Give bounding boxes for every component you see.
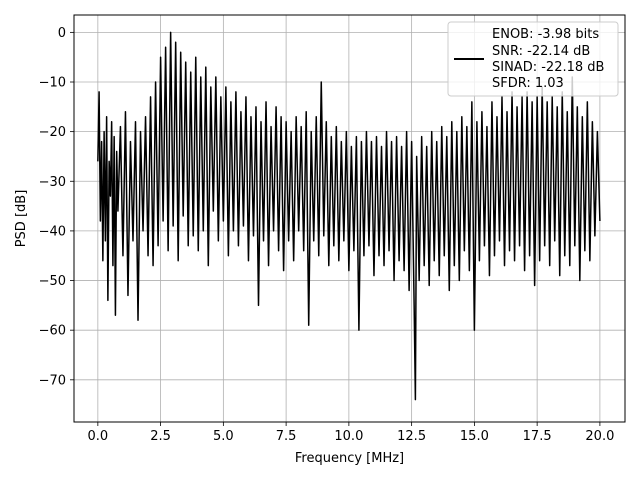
series-layer — [97, 31, 601, 401]
y-tick-label: −50 — [39, 274, 66, 289]
x-axis-label: Frequency [MHz] — [295, 451, 404, 466]
legend-enob: ENOB: -3.98 bits — [492, 27, 599, 42]
x-axis-ticks: 0.0 2.5 5.0 7.5 10.0 12.5 15.0 17.5 20.0 — [88, 422, 614, 444]
x-tick-label: 12.5 — [397, 429, 426, 444]
psd-series-line — [97, 31, 601, 401]
x-tick-label: 5.0 — [213, 429, 234, 444]
x-tick-label: 2.5 — [150, 429, 171, 444]
y-tick-label: −10 — [39, 76, 66, 91]
x-tick-label: 7.5 — [276, 429, 297, 444]
legend-sinad: SINAD: -22.18 dB — [492, 60, 604, 75]
y-axis-ticks: 0 −10 −20 −30 −40 −50 −60 −70 — [39, 26, 74, 388]
y-axis-label: PSD [dB] — [14, 190, 29, 248]
x-tick-label: 10.0 — [334, 429, 363, 444]
legend-box — [447, 21, 619, 97]
x-tick-label: 0.0 — [88, 429, 109, 444]
x-tick-label: 17.5 — [523, 429, 552, 444]
x-tick-label: 20.0 — [585, 429, 614, 444]
legend-snr: SNR: -22.14 dB — [492, 44, 590, 59]
legend: ENOB: -3.98 bits SNR: -22.14 dB SINAD: -… — [447, 21, 619, 97]
plot-frame — [73, 14, 626, 423]
y-tick-label: −40 — [39, 224, 66, 239]
y-tick-label: −20 — [39, 125, 66, 140]
x-tick-label: 15.0 — [460, 429, 489, 444]
y-tick-label: −70 — [39, 373, 66, 388]
y-tick-label: −60 — [39, 324, 66, 339]
y-tick-label: −30 — [39, 175, 66, 190]
y-tick-label: 0 — [58, 26, 66, 41]
legend-sfdr: SFDR: 1.03 — [492, 76, 564, 91]
